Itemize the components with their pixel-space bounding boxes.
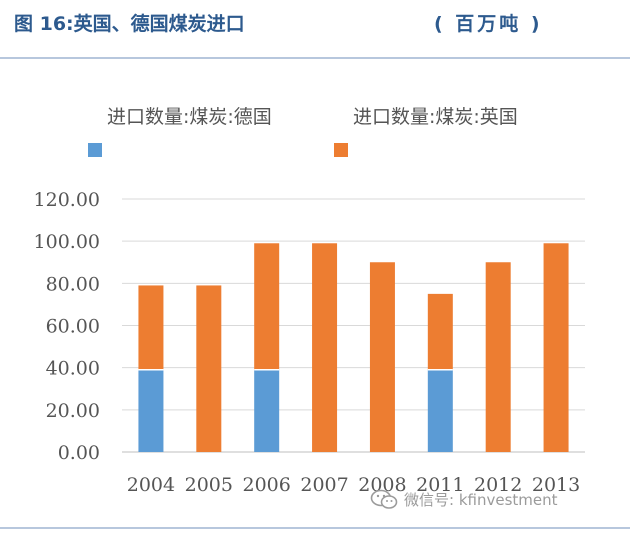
y-tick-label: 80.00: [46, 273, 100, 295]
bar-uk: [138, 285, 164, 370]
y-tick-label: 40.00: [46, 358, 100, 380]
legend-swatch-germany: [88, 143, 102, 157]
x-tick-label: 2011: [416, 474, 464, 496]
figure-unit: ( 百万吨 ): [434, 13, 543, 35]
bar-germany: [254, 369, 280, 452]
bar-uk: [254, 243, 280, 370]
legend-label-germany: 进口数量:煤炭:德国: [107, 106, 272, 128]
bottom-rule: [0, 527, 630, 529]
x-tick-label: 2012: [474, 474, 522, 496]
figure-header: 图 16:英国、德国煤炭进口 ( 百万吨 ): [0, 0, 630, 44]
x-tick-label: 2013: [532, 474, 580, 496]
x-tick-label: 2004: [127, 474, 175, 496]
x-tick-label: 2005: [185, 474, 233, 496]
y-tick-label: 60.00: [46, 316, 100, 338]
bar-uk: [369, 262, 395, 452]
wechat-icon: [370, 489, 398, 509]
bar-germany: [427, 369, 453, 452]
bar-uk: [485, 262, 511, 452]
legend-swatch-uk: [334, 143, 348, 157]
watermark: 微信号: kfinvestment: [370, 486, 558, 512]
y-tick-label: 20.00: [46, 400, 100, 422]
bar-germany: [138, 369, 164, 452]
bar-uk: [543, 243, 569, 452]
x-tick-label: 2007: [300, 474, 348, 496]
watermark-text: 微信号: kfinvestment: [404, 490, 558, 509]
y-tick-label: 120.00: [34, 189, 100, 211]
x-tick-label: 2008: [358, 474, 406, 496]
y-tick-label: 0.00: [58, 442, 100, 464]
legend-label-uk: 进口数量:煤炭:英国: [353, 106, 518, 128]
y-tick-label: 100.00: [34, 231, 100, 253]
figure-title: 图 16:英国、德国煤炭进口: [14, 13, 245, 35]
bar-uk: [196, 285, 222, 452]
bar-uk: [427, 293, 453, 370]
bar-uk: [312, 243, 338, 452]
x-tick-label: 2006: [243, 474, 291, 496]
top-rule: [0, 57, 630, 59]
